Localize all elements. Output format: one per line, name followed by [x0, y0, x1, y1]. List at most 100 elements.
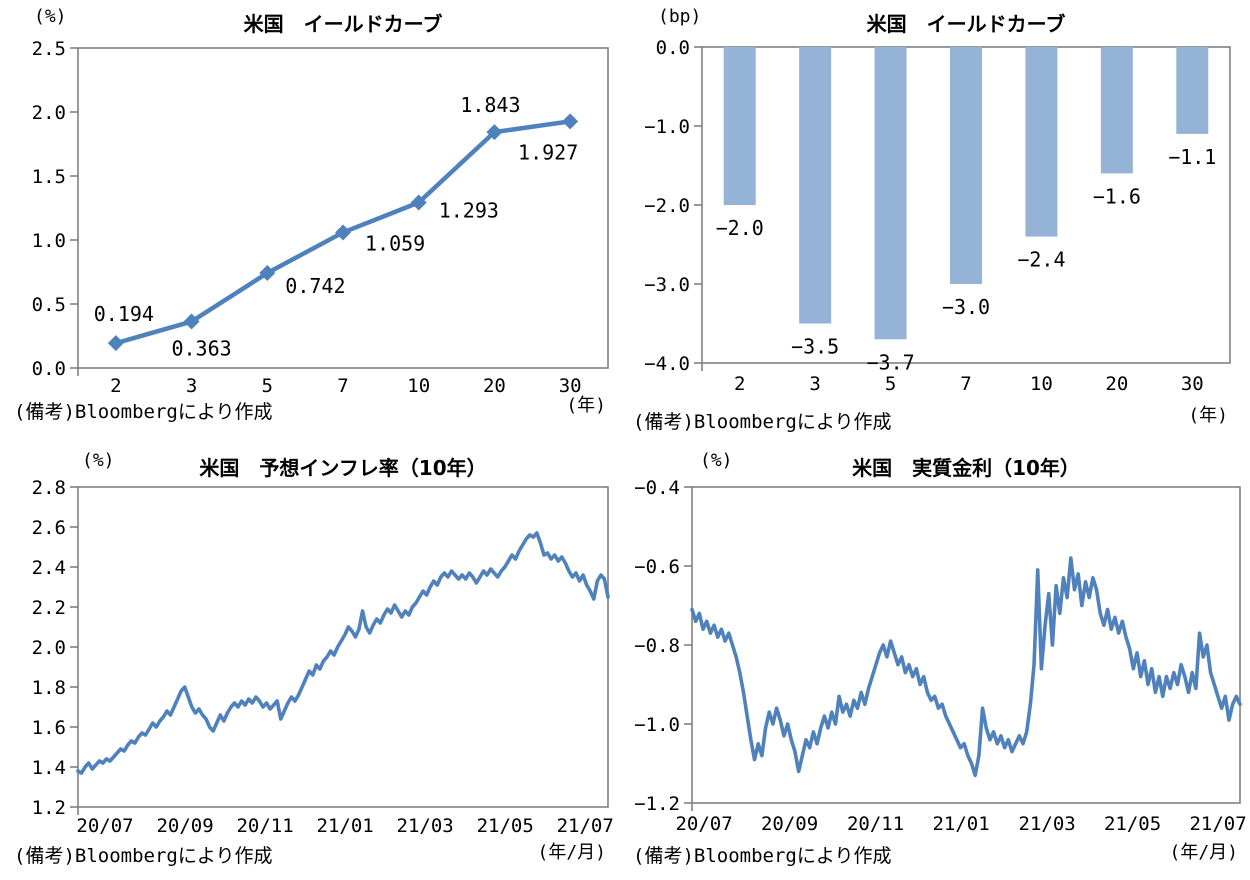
x-tick-label: 21/05	[1104, 813, 1161, 835]
y-tick-label: 1.4	[32, 757, 66, 779]
data-labels: 0.194 0.363 0.742 1.059 1.293 1.843 1.927	[94, 93, 579, 360]
source-note: (備考)Bloombergにより作成	[14, 401, 273, 423]
chart-panel-expected-inflation: (%) 米国 予想インフレ率（10年） 2.8 2.6 2.4 2.2 2.0 1.8 1.…	[0, 440, 625, 880]
x-tick-label: 2	[110, 375, 121, 397]
y-axis-unit-label: (%)	[34, 6, 67, 27]
diamond-marker	[562, 113, 579, 130]
x-tick-label: 21/01	[932, 813, 989, 835]
y-axis-unit-label: (%)	[82, 450, 115, 471]
y-tick-label: −0.4	[634, 477, 680, 499]
x-axis-unit-label: (年)	[1188, 405, 1228, 426]
chart-panel-yield-curve-line: (%) 米国 イールドカーブ 2.5 2.0 1.5 1.0 0.5 0.0 2 3 5 7 10 2…	[0, 0, 625, 440]
x-tick-label: 7	[960, 373, 971, 395]
x-tick-label: 20/07	[76, 815, 133, 837]
bar	[799, 47, 832, 324]
y-axis-unit-label: (%)	[700, 450, 733, 471]
x-tick-label: 21/07	[1189, 813, 1246, 835]
bar	[874, 47, 907, 340]
data-label: 1.293	[439, 198, 499, 222]
x-tick-label: 3	[186, 375, 197, 397]
diamond-marker	[335, 224, 351, 241]
y-axis-unit-label: (bp)	[658, 6, 702, 27]
y-axis: 2.8 2.6 2.4 2.2 2.0 1.8 1.6 1.4 1.2	[32, 477, 79, 819]
diamond-marker	[183, 313, 200, 330]
data-label: 0.742	[285, 274, 345, 298]
plot-area-yield-curve-bar: 0.0 −1.0 −2.0 −3.0 −4.0 2 3 5 7 10 20 30 −2.0 −3.5 −3.…	[644, 37, 1231, 395]
x-tick-label: 20/09	[761, 813, 818, 835]
x-tick-label: 10	[1030, 373, 1053, 395]
y-tick-label: −0.6	[634, 556, 680, 578]
x-axis: 2 3 5 7 10 20 30	[110, 375, 581, 397]
bar	[1176, 47, 1209, 134]
bar	[1100, 47, 1133, 174]
chart-title: 米国 予想インフレ率（10年）	[199, 456, 487, 480]
x-tick-label: 21/03	[1019, 813, 1076, 835]
series-markers	[107, 113, 579, 352]
chart-title: 米国 イールドカーブ	[243, 12, 443, 36]
x-tick-label: 10	[407, 375, 430, 397]
data-label: 1.059	[365, 231, 425, 255]
y-tick-label: 1.8	[32, 677, 66, 699]
y-tick-label: −1.2	[634, 793, 680, 815]
chart-panel-real-rate: (%) 米国 実質金利（10年） −0.4 −0.6 −0.8 −1.0 −1.2 20/…	[625, 440, 1250, 880]
y-tick-label: 1.0	[32, 230, 66, 252]
y-tick-label: 2.5	[32, 38, 66, 60]
x-axis-unit-label: (年)	[566, 395, 606, 416]
y-tick-label: 1.2	[32, 797, 66, 819]
x-tick-label: 5	[262, 375, 273, 397]
x-tick-label: 3	[809, 373, 820, 395]
diamond-marker	[410, 194, 427, 211]
x-tick-label: 21/05	[477, 815, 534, 837]
bar	[723, 47, 756, 205]
x-axis: 20/07 20/09 20/11 21/01 21/03 21/05 21/07	[675, 813, 1246, 835]
x-tick-label: 21/03	[397, 815, 454, 837]
x-axis: 2 3 5 7 10 20 30	[734, 373, 1204, 395]
diamond-marker	[259, 265, 276, 282]
bar-series: −2.0 −3.5 −3.7 −3.0 −2.4 −1.6 −1.1	[716, 47, 1216, 374]
plot-area-yield-curve-line: 2.52.01.51.00.50.02 3 5 7 10 20 300.1940.3630.…	[32, 38, 609, 397]
data-label: −1.1	[1168, 145, 1216, 169]
y-tick-label: 2.0	[32, 102, 66, 124]
data-label: −2.0	[716, 216, 764, 240]
data-label: −3.7	[866, 350, 914, 374]
diamond-marker	[107, 335, 124, 352]
x-tick-label: 20	[483, 375, 506, 397]
x-axis-unit-label: (年/月)	[537, 842, 606, 863]
y-axis: 2.5 2.0 1.5 1.0 0.5 0.0	[32, 38, 79, 380]
x-tick-label: 20	[1105, 373, 1128, 395]
x-tick-label: 21/01	[317, 815, 374, 837]
data-label: 0.363	[171, 337, 231, 361]
y-axis: −0.4 −0.6 −0.8 −1.0 −1.2	[634, 477, 693, 815]
data-label: 0.194	[94, 302, 154, 326]
source-note: (備考)Bloombergにより作成	[633, 411, 892, 433]
plot-area-expected-inflation: 2.82.62.42.22.01.81.61.41.220/07 20/09 20/…	[32, 477, 614, 837]
diamond-marker	[486, 124, 503, 141]
y-tick-label: 0.0	[656, 37, 690, 59]
bar	[950, 47, 982, 284]
y-tick-label: −0.8	[634, 635, 680, 657]
y-tick-label: 2.4	[32, 557, 66, 579]
data-label: 1.927	[518, 140, 578, 164]
x-tick-label: 20/09	[156, 815, 213, 837]
y-axis: 0.0 −1.0 −2.0 −3.0 −4.0	[644, 37, 703, 375]
x-tick-label: 20/07	[675, 813, 732, 835]
series-line	[76, 531, 610, 775]
series-line	[690, 556, 1242, 778]
y-tick-label: 1.5	[32, 166, 66, 188]
chart-title: 米国 イールドカーブ	[866, 12, 1066, 36]
x-tick-label: 20/11	[847, 813, 904, 835]
plot-area-real-rate: −0.4 −0.6 −0.8 −1.0 −1.220/07 20/09 20/11 21/01…	[634, 477, 1246, 835]
data-label: 1.843	[460, 93, 520, 117]
source-note: (備考)Bloombergにより作成	[633, 845, 892, 867]
y-tick-label: −2.0	[644, 195, 690, 217]
data-label: −1.6	[1093, 184, 1141, 208]
plot-border	[77, 47, 609, 369]
y-tick-label: 1.6	[32, 717, 66, 739]
y-tick-label: 2.6	[32, 517, 66, 539]
x-tick-label: 30	[559, 375, 582, 397]
y-tick-label: −4.0	[644, 353, 690, 375]
data-label: −3.5	[791, 335, 839, 359]
chart-title: 米国 実質金利（10年）	[852, 456, 1080, 480]
x-tick-label: 2	[734, 373, 745, 395]
